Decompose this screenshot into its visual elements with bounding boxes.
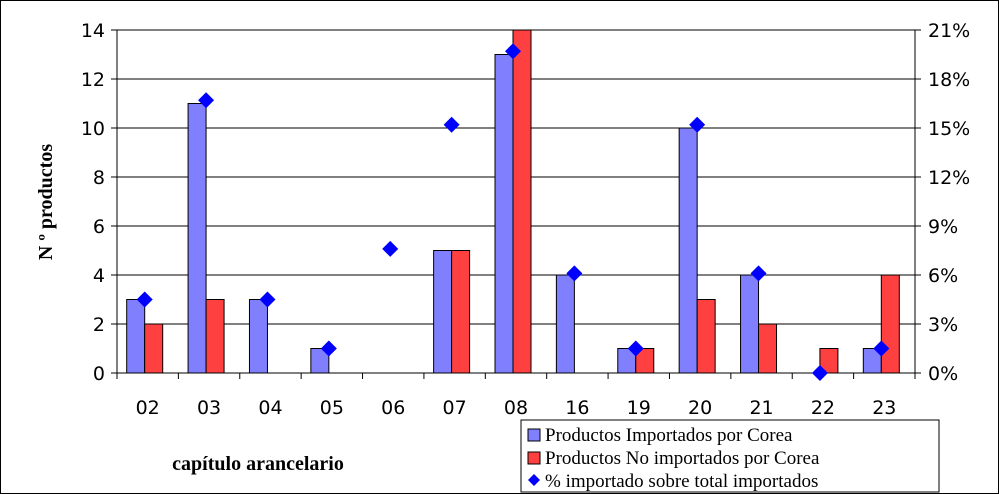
x-tick-label: 05 xyxy=(320,397,344,419)
y2-tick-label: 12% xyxy=(928,167,970,189)
bar-imported xyxy=(248,299,268,374)
x-axis-title: capítulo arancelario xyxy=(172,453,344,475)
percent-marker xyxy=(627,340,644,357)
percent-marker xyxy=(382,240,399,257)
percent-marker xyxy=(750,265,767,282)
percent-marker xyxy=(136,291,153,308)
percent-marker xyxy=(873,340,890,357)
bar-imported xyxy=(740,274,760,374)
legend-swatch-percent xyxy=(528,474,540,486)
x-tick-label: 20 xyxy=(688,397,712,419)
legend-label-not-imported: Productos No importados por Corea xyxy=(545,448,820,469)
percent-marker xyxy=(566,265,583,282)
bar-imported xyxy=(678,127,698,374)
y-tick-label: 0 xyxy=(93,363,105,385)
legend-swatch-not-imported xyxy=(527,451,541,465)
legend-box xyxy=(520,419,940,493)
percent-marker xyxy=(320,340,337,357)
y-tick-label: 4 xyxy=(93,265,105,287)
y2-tick-label: 6% xyxy=(928,265,958,287)
y-tick-label: 10 xyxy=(81,118,105,140)
y-tick-label: 12 xyxy=(81,69,105,91)
y2-tick-label: 21% xyxy=(928,20,970,42)
legend-label-percent: % importado sobre total importados xyxy=(545,471,818,492)
y2-tick-label: 18% xyxy=(928,69,970,91)
bars xyxy=(126,29,900,374)
x-tick-label: 02 xyxy=(136,397,160,419)
axes xyxy=(111,29,921,379)
x-tick-label: 19 xyxy=(627,397,651,419)
x-tick-label: 23 xyxy=(872,397,896,419)
bar-not-imported xyxy=(451,250,471,374)
percent-marker xyxy=(198,92,215,109)
y-tick-label: 2 xyxy=(93,314,105,336)
y2-tick-label: 3% xyxy=(928,314,958,336)
bar-imported xyxy=(555,274,575,374)
y-tick-label: 8 xyxy=(93,167,105,189)
y-tick-label: 6 xyxy=(93,216,105,238)
x-tick-label: 22 xyxy=(811,397,835,419)
x-tick-label: 07 xyxy=(443,397,467,419)
x-tick-label: 04 xyxy=(258,397,282,419)
y2-tick-label: 15% xyxy=(928,118,970,140)
y2-tick-label: 9% xyxy=(928,216,958,238)
percent-marker xyxy=(505,43,521,60)
x-tick-label: 08 xyxy=(504,397,528,419)
bar-not-imported xyxy=(512,29,532,374)
y-tick-label: 14 xyxy=(81,20,105,42)
legend-swatch-imported xyxy=(527,428,541,442)
bar-imported xyxy=(433,250,453,374)
bar-imported xyxy=(494,54,514,374)
bar-not-imported xyxy=(144,323,164,374)
percent-marker xyxy=(811,365,828,381)
y2-tick-label: 0% xyxy=(928,363,958,385)
bar-not-imported xyxy=(880,274,900,374)
percent-marker xyxy=(443,116,460,133)
bar-not-imported xyxy=(758,323,778,374)
markers xyxy=(136,43,890,381)
legend-label-imported: Productos Importados por Corea xyxy=(545,425,793,446)
percent-marker xyxy=(259,291,276,308)
x-tick-label: 16 xyxy=(565,397,589,419)
bar-not-imported xyxy=(696,299,716,374)
bar-not-imported xyxy=(205,299,225,374)
x-tick-label: 21 xyxy=(749,397,773,419)
y-axis-title: N º productos xyxy=(35,144,57,260)
bar-imported xyxy=(126,299,146,374)
bar-imported xyxy=(187,103,207,374)
x-tick-label: 06 xyxy=(381,397,405,419)
percent-marker xyxy=(689,116,706,133)
x-tick-label: 03 xyxy=(197,397,221,419)
legend: Productos Importados por Corea Productos… xyxy=(520,419,940,493)
